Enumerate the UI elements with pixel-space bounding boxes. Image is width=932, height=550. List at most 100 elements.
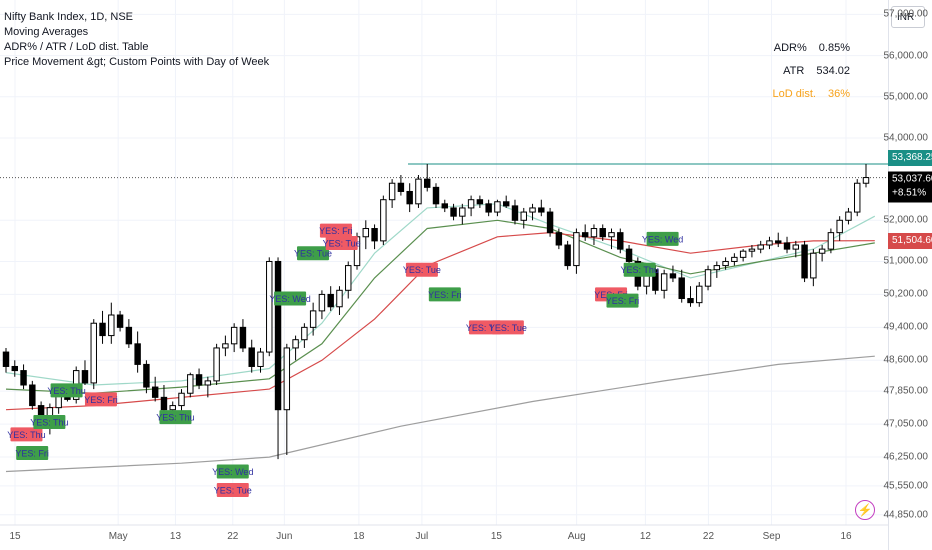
candle [204,380,212,386]
candle [678,277,685,300]
candle [213,347,220,382]
candle [274,260,282,411]
x-tick-label: 16 [840,531,852,542]
symbol-title[interactable]: Nifty Bank Index, 1D, NSE [4,11,133,23]
adr-value: 0.85% [818,42,850,54]
y-tick-label: 55,000.00 [883,91,929,103]
yes-label [216,483,249,497]
candle [590,228,598,238]
candle [11,365,18,372]
candle [573,232,580,267]
candle [775,240,782,244]
yes-label-text: YES: Fri [319,226,353,236]
candle [546,211,554,234]
x-tick-label: 22 [227,531,239,542]
yes-label-text: YES: Fri [428,290,462,300]
candle [283,347,291,411]
candle [476,199,484,205]
candle [810,252,817,279]
candle [371,228,378,242]
candle [625,248,633,262]
yes-label [428,287,461,302]
candle [713,265,721,271]
candle [467,199,475,209]
x-tick-label: 12 [639,531,651,542]
lightning-icon[interactable]: ⚡ [855,500,875,520]
candle [239,326,247,349]
yes-label-text: YES: Fri [15,448,49,458]
candle [318,293,326,312]
y-tick-label: 50,200.00 [883,288,929,300]
yes-label-text: YES: Fri [606,296,640,306]
indicator-price-movement[interactable]: Price Movement &gt; Custom Points with D… [4,56,270,68]
last-price-value: 53,037.60 [892,173,932,185]
candle [502,201,510,207]
y-tick-label: 46,250.00 [883,451,929,463]
yes-label [646,231,679,246]
candle [432,186,440,205]
candle [757,244,764,250]
yes-label [84,392,117,407]
indicator-adr-table[interactable]: ADR% / ATR / LoD dist. Table [4,41,149,53]
candle [20,370,27,386]
yes-label-text: YES: Tue [489,323,527,333]
candle [336,289,343,308]
candle [266,260,273,353]
yes-label [405,262,438,277]
y-tick-label: 44,850.00 [883,509,929,521]
yes-label [50,383,83,398]
currency-button[interactable]: INR [891,6,925,28]
y-tick-label: 52,000.00 [883,214,929,226]
x-tick-label: 13 [169,531,182,542]
price-axis[interactable] [888,0,932,550]
last-price-tag: 53,037.60 +8.51% [888,171,932,203]
yes-label-text: YES: Thu [621,265,659,275]
atr-label: ATR [783,65,805,77]
yes-label-text: YES: Wed [212,467,253,477]
candle [292,339,299,349]
high-price-tag: 53,368.25 [888,149,932,166]
yes-label-text: YES: Thu [156,413,194,423]
candle [581,232,589,238]
candle [459,207,466,217]
yes-label [16,445,49,460]
candle [511,205,519,221]
y-tick-label: 47,850.00 [883,385,929,397]
candle [327,293,334,308]
candle [696,285,703,304]
indicator-moving-averages[interactable]: Moving Averages [4,26,89,38]
yes-label [297,246,330,261]
candle [143,363,150,388]
yes-label [10,427,43,442]
x-tick-label: Sep [762,531,781,542]
ma-price-tag: 51,504.60 [888,232,932,249]
candle [599,228,606,238]
moving-average-line [5,231,875,411]
yes-label [319,223,352,238]
candle [660,273,668,291]
x-tick-label: May [108,531,128,542]
candle [617,232,624,250]
candle [2,351,10,367]
yes-label [491,320,524,335]
candle [195,374,203,386]
candle [187,374,194,394]
candle [99,322,106,337]
candle [345,265,352,291]
candle [125,326,133,345]
candle [388,182,396,201]
candle [827,232,835,250]
candle [529,207,536,213]
y-tick-label: 45,550.00 [883,480,929,492]
candle [257,351,264,367]
yes-label-text: YES: Tue [214,486,252,496]
yes-label [274,291,307,306]
candle [90,322,97,384]
x-tick-label: 18 [353,531,365,542]
candle [669,273,677,279]
candle [722,260,729,267]
atr-value: 534.02 [816,65,850,77]
candle [704,269,712,287]
candle [29,384,36,407]
